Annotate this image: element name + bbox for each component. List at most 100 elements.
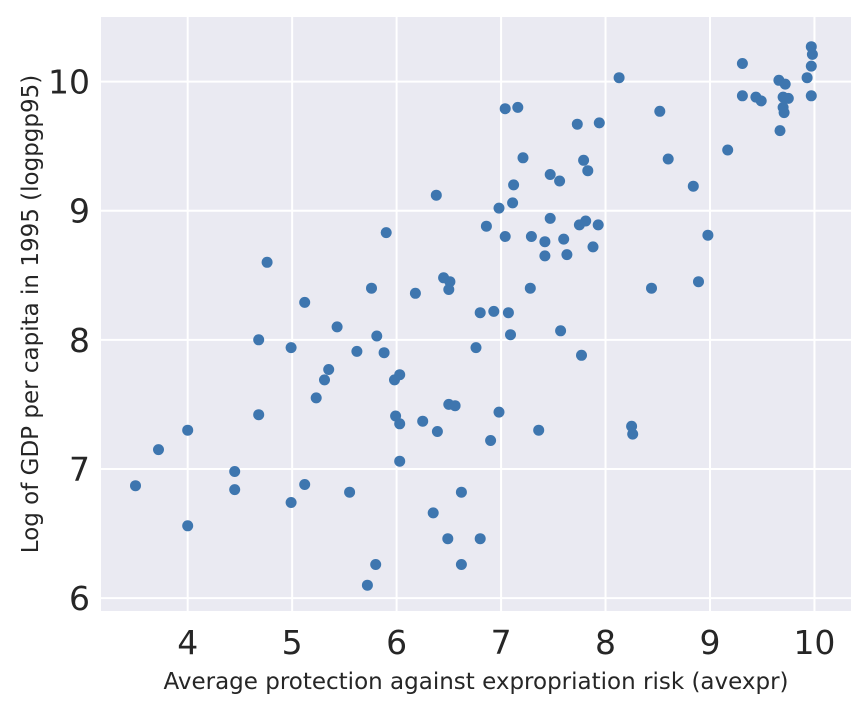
x-tick-label: 9 xyxy=(699,623,720,662)
scatter-point xyxy=(555,325,567,337)
scatter-point xyxy=(539,236,551,248)
scatter-point xyxy=(593,117,605,129)
scatter-point xyxy=(285,497,297,508)
scatter-point xyxy=(229,484,241,496)
scatter-point xyxy=(508,179,520,191)
scatter-point xyxy=(505,329,516,341)
scatter-point xyxy=(558,233,570,245)
scatter-point xyxy=(474,307,486,319)
scatter-point xyxy=(544,169,556,180)
scatter-point xyxy=(455,559,467,570)
scatter-point xyxy=(755,95,767,107)
scatter-point xyxy=(573,219,585,231)
scatter-point xyxy=(722,144,734,156)
scatter-point xyxy=(485,435,497,446)
scatter-point xyxy=(442,533,454,545)
scatter-point xyxy=(480,220,492,232)
y-gridlines xyxy=(101,80,851,600)
scatter-point xyxy=(351,345,363,357)
scatter-point xyxy=(371,330,383,342)
scatter-point xyxy=(587,241,599,253)
scatter-point xyxy=(561,249,573,261)
scatter-point xyxy=(778,107,790,119)
scatter-point xyxy=(806,48,818,60)
scatter-point xyxy=(153,444,164,456)
scatter-point xyxy=(654,105,666,117)
scatter-point xyxy=(361,579,373,591)
scatter-point xyxy=(702,229,714,241)
scatter-point xyxy=(182,424,194,436)
scatter-point xyxy=(613,72,625,84)
scatter-point xyxy=(582,165,594,177)
scatter-point xyxy=(319,374,330,386)
scatter-point xyxy=(499,103,511,115)
scatter-point xyxy=(779,78,791,90)
scatter-point xyxy=(554,175,566,187)
scatter-point xyxy=(646,282,657,294)
scatter-point xyxy=(443,284,455,295)
scatter-point xyxy=(578,154,590,166)
scatter-points xyxy=(130,41,818,591)
scatter-point xyxy=(805,60,817,72)
y-tick-label: 10 xyxy=(48,63,90,102)
scatter-point xyxy=(525,231,537,242)
scatter-point xyxy=(493,202,505,214)
scatter-point xyxy=(502,307,514,319)
scatter-point xyxy=(455,486,467,498)
scatter-point xyxy=(427,507,439,519)
scatter-point xyxy=(571,118,583,130)
scatter-point xyxy=(736,90,748,102)
scatter-point xyxy=(344,486,356,498)
scatter-point xyxy=(299,479,311,490)
scatter-point xyxy=(801,72,813,84)
scatter-point xyxy=(182,520,194,532)
scatter-point xyxy=(310,392,322,404)
x-tick-label: 6 xyxy=(386,623,407,662)
y-tick-label: 7 xyxy=(69,450,90,489)
scatter-point xyxy=(774,125,786,137)
x-tick-labels: 4 5 6 7 8 9 10 xyxy=(177,623,835,662)
y-tick-labels: 6 7 8 9 10 xyxy=(48,63,90,619)
scatter-point xyxy=(431,426,443,437)
scatter-point xyxy=(253,409,265,421)
x-tick-label: 10 xyxy=(793,623,835,662)
scatter-point xyxy=(389,374,400,386)
scatter-point xyxy=(533,424,545,436)
scatter-point xyxy=(544,212,556,224)
scatter-point xyxy=(493,406,505,418)
scatter-point xyxy=(470,342,482,354)
scatter-point xyxy=(627,428,639,440)
scatter-point xyxy=(394,455,406,467)
scatter-point xyxy=(507,197,519,209)
scatter-point xyxy=(736,58,748,69)
scatter-point xyxy=(394,418,406,430)
scatter-point xyxy=(380,227,392,239)
x-gridlines xyxy=(186,17,816,611)
scatter-point xyxy=(449,400,461,412)
scatter-point xyxy=(417,415,429,427)
x-axis-label: Average protection against expropriation… xyxy=(163,669,788,695)
scatter-point xyxy=(323,364,335,375)
y-tick-label: 8 xyxy=(69,321,90,360)
scatter-point xyxy=(430,189,442,201)
x-tick-label: 7 xyxy=(491,623,512,662)
scatter-point xyxy=(474,533,486,545)
scatter-point xyxy=(299,296,311,308)
scatter-point xyxy=(331,321,343,333)
scatter-point xyxy=(261,256,273,268)
scatter-point xyxy=(524,282,536,294)
scatter-point xyxy=(285,342,297,354)
scatter-point xyxy=(370,559,382,570)
y-tick-label: 6 xyxy=(69,579,90,618)
scatter-point xyxy=(499,231,511,242)
scatter-point xyxy=(517,152,529,164)
scatter-point xyxy=(253,334,265,346)
scatter-point xyxy=(229,466,241,477)
scatter-point xyxy=(687,180,699,192)
scatter-point xyxy=(366,282,377,294)
y-tick-label: 9 xyxy=(69,192,90,231)
y-axis-label: Log of GDP per capita in 1995 (logpgp95) xyxy=(18,75,44,553)
scatter-point xyxy=(805,90,817,102)
